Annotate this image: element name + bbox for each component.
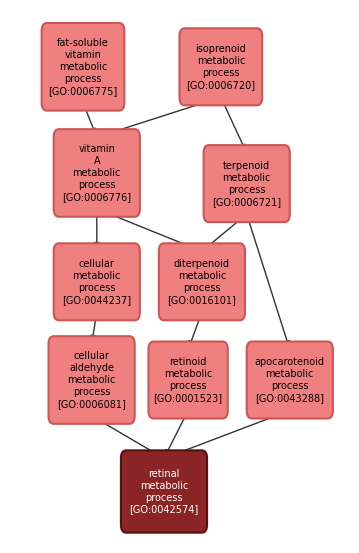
Text: retinoid
metabolic
process
[GO:0001523]: retinoid metabolic process [GO:0001523] [154,357,223,403]
Text: diterpenoid
metabolic
process
[GO:0016101]: diterpenoid metabolic process [GO:001610… [167,259,236,305]
Text: apocarotenoid
metabolic
process
[GO:0043288]: apocarotenoid metabolic process [GO:0043… [255,357,325,403]
Text: retinal
metabolic
process
[GO:0042574]: retinal metabolic process [GO:0042574] [129,468,199,514]
Text: terpenoid
metabolic
process
[GO:0006721]: terpenoid metabolic process [GO:0006721] [212,160,281,207]
FancyBboxPatch shape [149,342,228,419]
FancyBboxPatch shape [121,450,207,533]
FancyBboxPatch shape [247,342,333,419]
FancyBboxPatch shape [180,28,262,105]
Text: fat-soluble
vitamin
metabolic
process
[GO:0006775]: fat-soluble vitamin metabolic process [G… [48,38,118,96]
FancyBboxPatch shape [54,243,140,320]
FancyBboxPatch shape [42,23,124,111]
Text: isoprenoid
metabolic
process
[GO:0006720]: isoprenoid metabolic process [GO:0006720… [186,44,255,90]
Text: cellular
aldehyde
metabolic
process
[GO:0006081]: cellular aldehyde metabolic process [GO:… [57,351,126,409]
FancyBboxPatch shape [159,243,245,320]
FancyBboxPatch shape [54,129,140,217]
FancyBboxPatch shape [204,145,290,222]
FancyBboxPatch shape [48,336,135,424]
Text: vitamin
A
metabolic
process
[GO:0006776]: vitamin A metabolic process [GO:0006776] [62,144,131,202]
Text: cellular
metabolic
process
[GO:0044237]: cellular metabolic process [GO:0044237] [62,259,131,305]
